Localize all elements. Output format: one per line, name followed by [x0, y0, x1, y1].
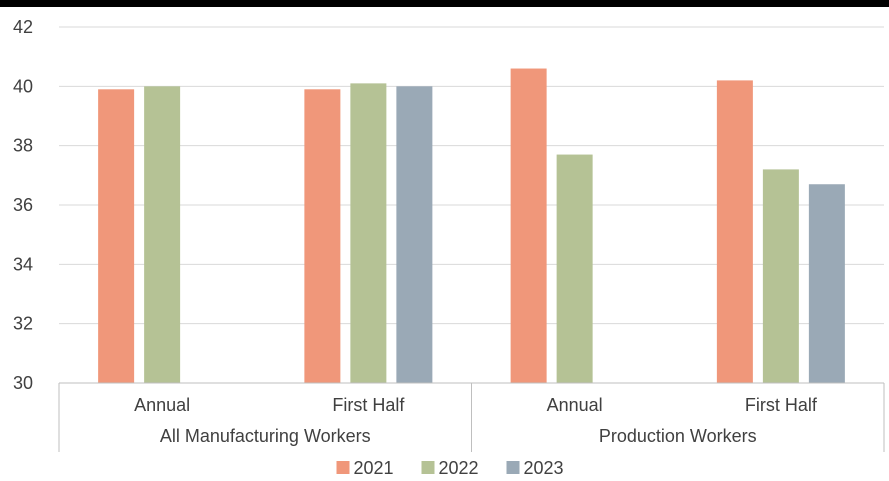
- x-group-label: All Manufacturing Workers: [160, 426, 371, 446]
- bar-2023: [808, 184, 845, 383]
- x-category-label: First Half: [332, 395, 405, 415]
- bar-2022: [144, 86, 181, 383]
- y-tick-label: 40: [13, 76, 33, 96]
- x-group-label: Production Workers: [599, 426, 757, 446]
- y-tick-label: 38: [13, 136, 33, 156]
- bar-2023: [396, 86, 433, 383]
- bar-2022: [350, 83, 387, 383]
- legend-label: 2023: [524, 458, 564, 478]
- bar-2022: [762, 169, 799, 383]
- y-tick-label: 34: [13, 254, 33, 274]
- y-tick-label: 32: [13, 314, 33, 334]
- top-border: [0, 0, 889, 7]
- y-tick-label: 36: [13, 195, 33, 215]
- bar-2021: [716, 80, 753, 384]
- y-tick-label: 42: [13, 17, 33, 37]
- legend-label: 2021: [354, 458, 394, 478]
- legend-swatch: [506, 461, 520, 474]
- bar-2021: [98, 89, 135, 384]
- legend-swatch: [336, 461, 350, 474]
- bar-2021: [304, 89, 341, 384]
- y-tick-label: 30: [13, 373, 33, 393]
- bar-2022: [556, 154, 593, 383]
- bar-2021: [510, 68, 547, 384]
- legend-swatch: [421, 461, 435, 474]
- x-category-label: Annual: [134, 395, 190, 415]
- legend-label: 2022: [439, 458, 479, 478]
- x-category-label: Annual: [547, 395, 603, 415]
- x-category-label: First Half: [745, 395, 818, 415]
